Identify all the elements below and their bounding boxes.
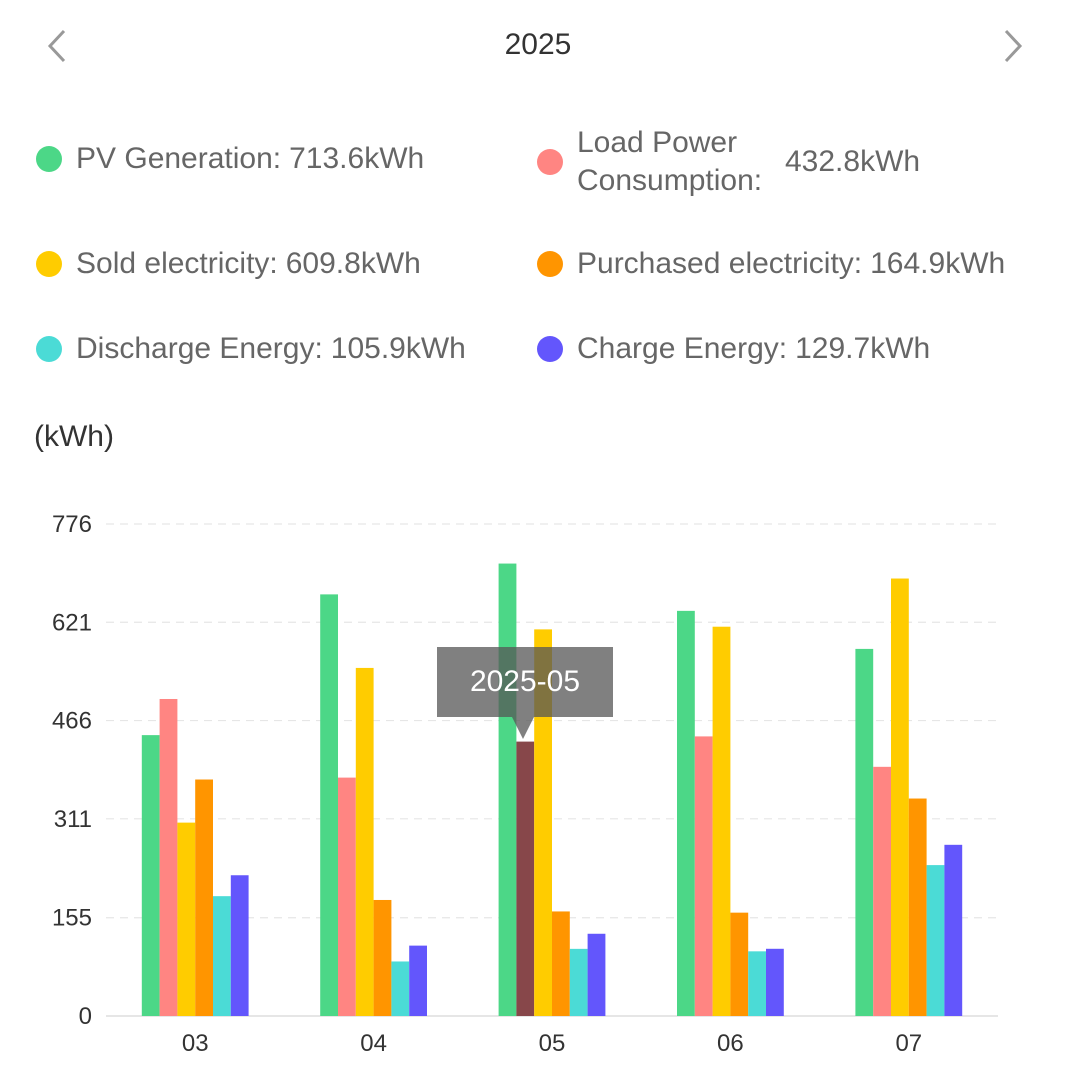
legend-label: PV Generation:: [76, 142, 282, 175]
x-tick-label: 05: [539, 1030, 566, 1057]
bar[interactable]: [855, 648, 874, 1016]
bar[interactable]: [873, 766, 891, 1016]
legend-label: Charge Energy:: [577, 332, 788, 365]
x-tick-label: 06: [717, 1030, 744, 1057]
bar[interactable]: [766, 948, 784, 1016]
bar[interactable]: [730, 912, 749, 1016]
tooltip-pointer: [512, 717, 534, 739]
y-tick-label: 0: [79, 1003, 92, 1030]
bar[interactable]: [177, 822, 196, 1016]
sold-electricity-dot: [36, 251, 62, 277]
legend-value: 129.7kWh: [795, 332, 931, 365]
y-axis-unit-label: (kWh): [34, 420, 114, 453]
bar[interactable]: [926, 865, 945, 1016]
legend-value: 713.6kWh: [289, 142, 425, 175]
charge-energy-dot: [537, 336, 563, 362]
x-tick-label: 03: [182, 1030, 209, 1057]
chevron-right-icon[interactable]: [994, 26, 1034, 66]
bar[interactable]: [230, 875, 249, 1016]
bar[interactable]: [891, 578, 909, 1016]
bar[interactable]: [373, 899, 392, 1016]
legend-label: Discharge Energy:: [76, 332, 323, 365]
bar[interactable]: [195, 779, 213, 1016]
bar[interactable]: [159, 698, 178, 1016]
bar[interactable]: [677, 610, 695, 1016]
bar[interactable]: [338, 777, 356, 1016]
load-consumption-dot: [537, 149, 563, 175]
y-tick-label: 466: [52, 708, 92, 735]
bar[interactable]: [213, 896, 231, 1016]
x-tick-label: 07: [895, 1030, 922, 1057]
legend-pv-generation[interactable]: PV Generation: 713.6kWh: [36, 142, 424, 176]
legend-label: Load Power Consumption:: [577, 126, 763, 197]
bar[interactable]: [587, 933, 606, 1016]
bar[interactable]: [141, 735, 160, 1016]
y-tick-label: 311: [54, 806, 92, 833]
y-tick-label: 776: [52, 511, 92, 538]
legend-discharge-energy[interactable]: Discharge Energy: 105.9kWh: [36, 332, 466, 366]
legend-value: 105.9kWh: [330, 332, 466, 365]
legend-load-consumption[interactable]: Load Power Consumption: 432.8kWh: [537, 124, 920, 200]
bar-chart[interactable]: 0 155 311 466 621 776 03 04 05 06 07: [0, 490, 1076, 1070]
legend-label: Sold electricity:: [76, 247, 278, 280]
pv-generation-dot: [36, 146, 62, 172]
bar[interactable]: [748, 951, 766, 1016]
purchased-electricity-dot: [537, 251, 563, 277]
bar[interactable]: [516, 741, 535, 1016]
year-title: 2025: [504, 28, 572, 61]
bar[interactable]: [534, 629, 552, 1016]
bar[interactable]: [552, 911, 570, 1016]
y-tick-label: 621: [52, 609, 92, 636]
legend-sold-electricity[interactable]: Sold electricity: 609.8kWh: [36, 247, 421, 281]
legend-value: 609.8kWh: [285, 247, 421, 280]
bar[interactable]: [712, 626, 731, 1016]
chevron-left-icon[interactable]: [38, 26, 78, 66]
legend-value: 432.8kWh: [785, 145, 921, 178]
legend-value: 164.9kWh: [870, 247, 1006, 280]
bar[interactable]: [391, 961, 410, 1016]
legend-label: Purchased electricity:: [577, 247, 863, 280]
legend-purchased-electricity[interactable]: Purchased electricity: 164.9kWh: [537, 247, 1005, 281]
legend-charge-energy[interactable]: Charge Energy: 129.7kWh: [537, 332, 930, 366]
bar[interactable]: [908, 798, 927, 1016]
x-tick-label: 04: [360, 1030, 387, 1057]
chart-tooltip: 2025-05: [437, 647, 613, 717]
bar[interactable]: [694, 736, 713, 1016]
bar[interactable]: [409, 945, 427, 1016]
bar[interactable]: [569, 948, 588, 1016]
bar[interactable]: [320, 594, 338, 1016]
y-tick-label: 155: [52, 905, 92, 932]
bar[interactable]: [498, 563, 517, 1016]
bar[interactable]: [355, 667, 374, 1016]
bar[interactable]: [944, 844, 963, 1016]
discharge-energy-dot: [36, 336, 62, 362]
